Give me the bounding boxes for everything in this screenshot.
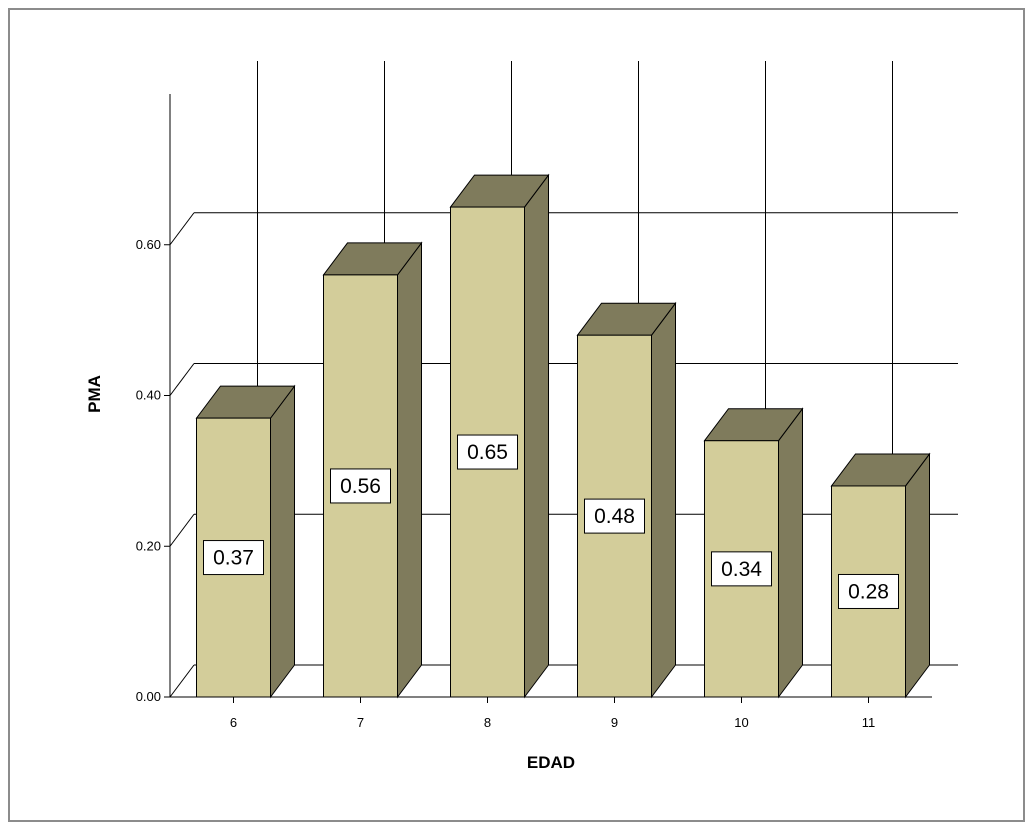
bars: 0.37 0.56 0.65 0.48 0.34 0.28 — [195, 173, 931, 699]
gridline-diag-2 — [169, 363, 195, 396]
x-tick-label: 8 — [484, 715, 491, 730]
y-tick-label: 0.20 — [136, 538, 161, 553]
gridline-diag-0 — [169, 664, 195, 698]
y-tick-label: 0.60 — [136, 237, 161, 252]
bar-side — [905, 452, 930, 699]
data-label: 0.65 — [467, 441, 508, 464]
x-tick-label: 6 — [230, 715, 237, 730]
data-label-box — [330, 468, 391, 504]
y-axis: 0.00 0.20 0.40 0.60 — [136, 94, 171, 704]
gridline-diag-3 — [169, 212, 195, 246]
bar-side — [778, 407, 803, 699]
data-label: 0.34 — [721, 558, 762, 581]
data-label: 0.28 — [848, 580, 889, 603]
bar-side — [524, 173, 549, 699]
y-tick-label: 0.40 — [136, 388, 161, 403]
bar-11: 0.28 — [830, 452, 931, 699]
data-label-box — [838, 573, 899, 609]
bar-10: 0.34 — [703, 407, 804, 699]
bar-6: 0.37 — [195, 384, 296, 699]
data-label-box — [203, 540, 264, 576]
data-label: 0.48 — [594, 505, 635, 528]
bar-9: 0.48 — [576, 301, 677, 699]
x-axis: 6 7 8 9 10 11 — [170, 696, 932, 730]
y-axis-title: PMA — [85, 375, 104, 413]
bar-side — [651, 301, 676, 699]
bar-7: 0.56 — [322, 241, 423, 699]
x-tick-label: 7 — [357, 715, 364, 730]
data-label-box — [457, 434, 518, 470]
x-tick-label: 10 — [734, 715, 748, 730]
bar-8: 0.65 — [449, 173, 550, 699]
gridline-diag-1 — [169, 513, 195, 547]
y-tick-label: 0.00 — [136, 689, 161, 704]
data-label: 0.37 — [213, 547, 254, 570]
bar-side — [397, 241, 422, 699]
bar-side — [270, 384, 295, 699]
data-label-box — [584, 498, 645, 534]
x-tick-label: 9 — [611, 715, 618, 730]
data-label-box — [711, 551, 772, 587]
x-tick-label: 11 — [862, 715, 876, 730]
x-axis-title: EDAD — [527, 753, 575, 772]
data-label: 0.56 — [340, 475, 381, 498]
